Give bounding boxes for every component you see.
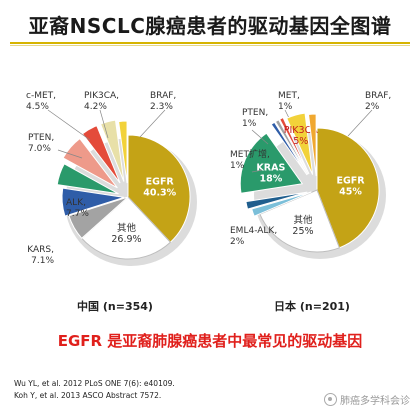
pie-slice-kras xyxy=(239,132,304,194)
slice-label-pik3ca: PIK3CA 5% xyxy=(284,125,318,147)
slice-label-braf: BRAF, 2.3% xyxy=(150,91,176,112)
pie-slice-unlabeled xyxy=(245,191,308,210)
slice-label-pik3ca: PIK3CA, 4.2% xyxy=(84,91,119,112)
slice-label-kras: KRAS 18% xyxy=(256,162,285,184)
slice-label-met-: MET扩增, 1% xyxy=(230,148,270,171)
japan-chart-caption: 日本 (n=201) xyxy=(274,300,350,313)
china-chart-caption: 中国 (n=354) xyxy=(77,300,153,313)
pie-slice-pik3ca xyxy=(99,119,125,182)
pie-slice-- xyxy=(81,196,172,260)
slide-title: 亚裔NSCLC腺癌患者的驱动基因全图谱 xyxy=(28,14,392,38)
leader-line xyxy=(57,149,83,159)
slice-label-alk: ALK, 7.7% xyxy=(66,198,89,219)
pie-slice-braf xyxy=(307,113,317,177)
pie-slice-unlabeled xyxy=(56,163,119,195)
slice-label-egfr: EGFR 40.3% xyxy=(143,176,176,198)
leader-line xyxy=(99,109,109,139)
title-underline xyxy=(10,42,410,44)
leader-line xyxy=(251,169,263,173)
leader-line xyxy=(47,109,91,141)
pie-slice-egfr xyxy=(316,127,380,249)
pie-slice-kars xyxy=(68,196,129,240)
slice-label-c-met: c-MET, 4.5% xyxy=(26,91,56,112)
leader-line xyxy=(139,109,166,138)
slice-label--: 其他 26.9% xyxy=(111,222,141,245)
slice-label-kars: KARS, 7.1% xyxy=(27,245,54,266)
slice-label-pten: PTEN, 7.0% xyxy=(28,133,54,154)
pie-slice-pten xyxy=(274,119,309,175)
title-underline-thin xyxy=(10,45,410,46)
watermark-text: 肺癌多学科会诊 xyxy=(340,396,410,407)
slice-label-braf: BRAF, 2% xyxy=(365,91,391,112)
leader-line xyxy=(251,129,269,145)
pie-slice-met xyxy=(278,116,310,175)
japan-pie: EGFR 45% 其他 25% EML4-ALK, 2% KRAS 18%MET扩增, 1% PT… xyxy=(230,91,391,259)
slice-label-eml4-alk: EML4-ALK, 2% xyxy=(230,226,277,247)
slice-label-egfr: EGFR 45% xyxy=(336,176,365,198)
pie-slice-eml4-alk xyxy=(251,191,312,217)
reference-1: Wu YL, et al. 2012 PLoS ONE 7(6): e40109… xyxy=(14,379,175,388)
slice-label-met: MET, 1% xyxy=(278,91,300,112)
leader-line xyxy=(347,109,373,137)
pie-slice-egfr xyxy=(127,134,191,243)
pie-slice-- xyxy=(259,189,341,253)
watermark: 肺癌多学科会诊 xyxy=(324,392,410,407)
pie-slice-alk xyxy=(61,187,125,217)
pie-slice-c-met xyxy=(81,124,121,184)
conclusion-text: EGFR 是亚裔肺腺癌患者中最常见的驱动基因 xyxy=(57,332,363,350)
pie-slice-met- xyxy=(270,121,308,176)
chat-bubble-icon xyxy=(324,393,337,406)
pie-slice-braf xyxy=(118,120,128,184)
china-pie: EGFR 40.3% 其他 26.9% KARS, 7.1% ALK, 7.7% PTEN, 7.… xyxy=(26,91,197,266)
pie-slice-pik3ca xyxy=(286,112,314,175)
reference-2: Koh Y, et al. 2013 ASCO Abstract 7572. xyxy=(14,391,162,400)
pie-slice-pten xyxy=(62,137,118,189)
slice-label-pten: PTEN, 1% xyxy=(242,108,268,129)
slice-label--: 其他 25% xyxy=(292,214,313,237)
